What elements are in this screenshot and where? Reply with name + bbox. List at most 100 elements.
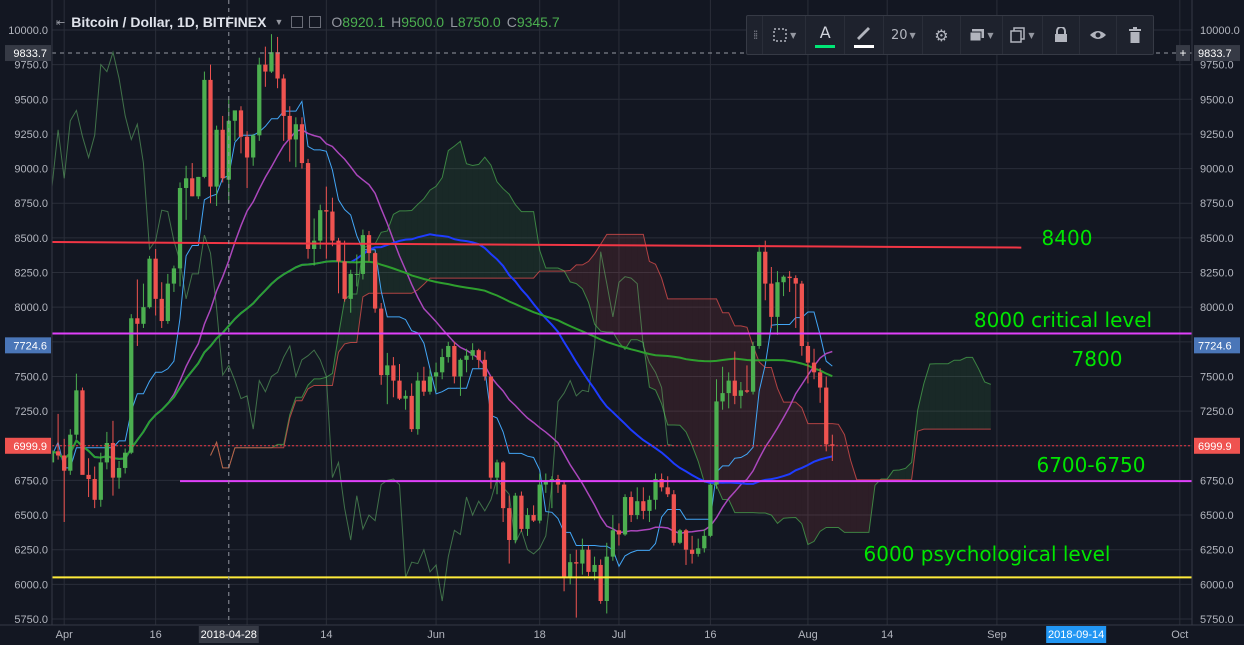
candle-body [318, 210, 323, 241]
candle [116, 461, 122, 489]
trash-icon[interactable] [1117, 16, 1153, 54]
candle-body [641, 501, 646, 511]
candle-body [153, 258, 158, 299]
candle [208, 64, 213, 204]
y-tick-label-right: 5750.0 [1200, 614, 1234, 626]
candle [641, 487, 646, 520]
candle-body [312, 240, 317, 249]
candle-body [622, 497, 628, 535]
candle-body [208, 79, 213, 187]
candle [671, 490, 676, 546]
candle-body [537, 484, 542, 521]
candle-body [98, 462, 103, 500]
lock-icon[interactable] [1043, 16, 1080, 54]
cloud-segment [820, 423, 827, 532]
candle [647, 495, 652, 522]
cloud-segment [807, 423, 815, 545]
candle [397, 363, 402, 401]
cloud-segment [948, 360, 955, 430]
clone-icon[interactable]: ▼ [1003, 16, 1043, 54]
candle-body [80, 390, 85, 475]
cloud-segment [320, 377, 327, 386]
candle-body [324, 210, 329, 212]
y-tick-label-left: 7250.0 [14, 406, 48, 418]
cloud-segment [429, 186, 437, 279]
candle-body [629, 497, 634, 516]
candle-body [604, 556, 609, 601]
candle-body [714, 401, 719, 485]
line-color-icon[interactable] [845, 16, 885, 54]
price-badge-right-text: 6999.9 [1198, 441, 1232, 453]
candle [403, 390, 408, 410]
candle-body [281, 78, 286, 116]
settings-square-icon[interactable] [291, 16, 304, 28]
cloud-segment [484, 157, 491, 279]
text-color-icon[interactable]: A [806, 16, 846, 54]
candle [427, 369, 433, 395]
candle-body [147, 258, 152, 308]
candle-body [793, 278, 798, 284]
cloud-segment [759, 361, 766, 513]
candle-body [110, 442, 116, 478]
candle [476, 348, 481, 369]
candle-body [817, 372, 823, 388]
symbol-title[interactable]: Bitcoin / Dollar, 1D, BITFINEX [71, 14, 267, 30]
date-label: 2018-09-14 [1048, 629, 1104, 641]
candle-body [446, 345, 451, 358]
low-label: L [450, 14, 458, 30]
candle-body [458, 359, 463, 377]
candle [744, 365, 750, 394]
visibility-icon[interactable] [1080, 16, 1117, 54]
candle [568, 553, 573, 585]
candle [110, 420, 116, 496]
candle-body [787, 276, 792, 279]
grip-icon[interactable]: ⁞⁞ [747, 16, 764, 54]
candle-body [391, 365, 396, 381]
candle-body [805, 345, 811, 363]
candle-body [683, 530, 689, 550]
candle-body [702, 535, 707, 549]
candle-body [513, 495, 518, 541]
settings-icon[interactable]: ⚙ [923, 16, 961, 54]
candle-body [476, 350, 481, 360]
cloud-segment [740, 325, 747, 513]
layers-icon[interactable]: ▼ [961, 16, 1004, 54]
candle [232, 110, 238, 141]
candle-body [811, 362, 817, 373]
x-tick-label: Apr [56, 629, 73, 641]
candle [769, 266, 774, 328]
candle-body [165, 283, 170, 322]
cloud-segment [606, 234, 613, 333]
candle [123, 448, 128, 474]
y-tick-label-left: 8750.0 [14, 198, 48, 210]
date-label-bg [1046, 626, 1107, 643]
cloud-segment [789, 402, 796, 518]
cloud-segment [795, 402, 802, 524]
candle [580, 538, 585, 575]
candle [141, 283, 146, 328]
candle-body [482, 359, 487, 377]
symbol-dropdown-icon[interactable]: ▼ [274, 17, 284, 27]
selection-rect-icon[interactable]: ▼ [763, 16, 807, 54]
candle [165, 273, 170, 324]
cloud-segment [832, 423, 839, 528]
source-square-icon[interactable] [309, 16, 322, 28]
candle-body [135, 318, 140, 324]
candle [62, 438, 67, 522]
cloud-segment [472, 164, 479, 279]
x-tick-label: 14 [881, 629, 893, 641]
candle [561, 481, 567, 592]
add-alert-icon: + [1179, 46, 1186, 60]
cloud-segment [308, 378, 315, 389]
candle-body [220, 129, 225, 179]
collapse-arrows-icon[interactable]: ⇤ [56, 16, 66, 29]
cloud-segment [783, 402, 790, 519]
y-tick-label-left: 8000.0 [14, 302, 48, 314]
candle-body [440, 357, 445, 373]
font-size-dropdown[interactable]: 20 ▼ [884, 16, 924, 54]
y-tick-label-left: 8250.0 [14, 268, 48, 280]
cloud-segment [777, 388, 784, 524]
cloud-segment [917, 383, 924, 432]
candle-body [238, 110, 244, 137]
